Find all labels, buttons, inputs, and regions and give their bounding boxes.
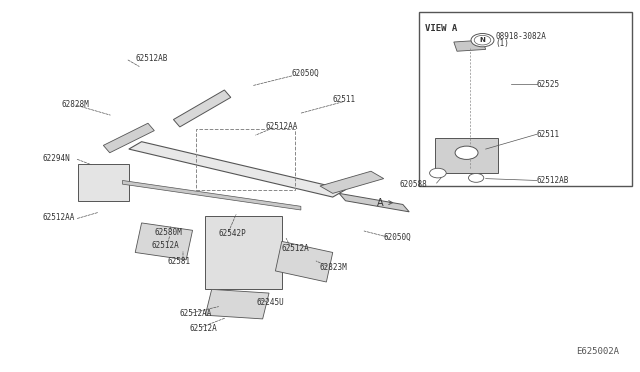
Circle shape <box>429 168 446 178</box>
Circle shape <box>455 146 478 160</box>
Text: 62542P: 62542P <box>218 230 246 238</box>
Text: E625002A: E625002A <box>577 347 620 356</box>
Text: 62581: 62581 <box>167 257 190 266</box>
Polygon shape <box>205 215 282 289</box>
Text: 62050Q: 62050Q <box>384 233 412 242</box>
Text: 62050Q: 62050Q <box>291 69 319 78</box>
Polygon shape <box>103 123 154 153</box>
Text: 62512A: 62512A <box>189 324 217 333</box>
Text: 62245U: 62245U <box>256 298 284 307</box>
Text: 62512A: 62512A <box>151 241 179 250</box>
Text: 62525: 62525 <box>537 80 560 89</box>
Text: 62512AA: 62512AA <box>266 122 298 131</box>
Text: 62828M: 62828M <box>62 100 90 109</box>
Text: 62511: 62511 <box>537 130 560 139</box>
Text: (1): (1) <box>495 39 509 48</box>
Polygon shape <box>129 142 346 197</box>
Text: 620588: 620588 <box>399 180 427 189</box>
Polygon shape <box>205 289 269 319</box>
Polygon shape <box>78 164 129 201</box>
Text: 62512AA: 62512AA <box>180 309 212 318</box>
Text: 08918-3082A: 08918-3082A <box>495 32 546 41</box>
Polygon shape <box>435 138 499 173</box>
Text: 62580M: 62580M <box>154 228 182 237</box>
Bar <box>419 13 632 186</box>
Polygon shape <box>320 171 384 193</box>
Text: 62511: 62511 <box>333 95 356 104</box>
Text: 62512AB: 62512AB <box>537 176 569 185</box>
Text: N: N <box>479 37 485 43</box>
Text: 62512AB: 62512AB <box>135 54 168 63</box>
Polygon shape <box>339 193 409 212</box>
Circle shape <box>471 33 494 47</box>
Text: 62294N: 62294N <box>43 154 70 163</box>
Text: 62512AA: 62512AA <box>43 213 75 222</box>
Text: A: A <box>377 198 392 208</box>
Text: 62512A: 62512A <box>282 244 310 253</box>
Polygon shape <box>454 40 486 51</box>
Polygon shape <box>275 241 333 282</box>
Circle shape <box>468 173 484 182</box>
Polygon shape <box>135 223 193 260</box>
Circle shape <box>474 35 491 45</box>
Polygon shape <box>122 180 301 210</box>
Text: VIEW A: VIEW A <box>425 23 458 32</box>
Text: 62823M: 62823M <box>320 263 348 272</box>
Polygon shape <box>173 90 231 127</box>
